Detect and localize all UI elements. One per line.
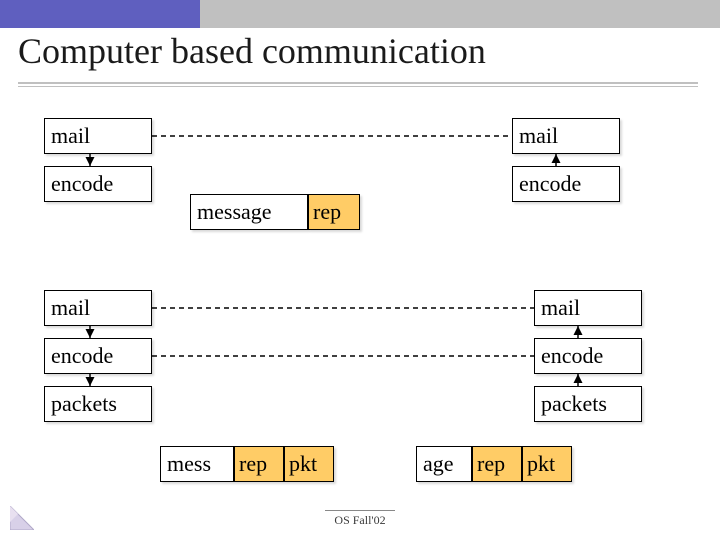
footer-text: OS Fall'02: [334, 513, 385, 527]
corner-fold-icon: [10, 506, 34, 530]
node-pkt_bot2: pkt: [522, 446, 572, 482]
diagram-edges: [0, 0, 720, 540]
node-packets_bl: packets: [44, 386, 152, 422]
footer: OS Fall'02: [0, 510, 720, 528]
node-mess_bot: mess: [160, 446, 234, 482]
node-mail_bl: mail: [44, 290, 152, 326]
title-underline-1: [18, 82, 698, 84]
node-age_bot: age: [416, 446, 472, 482]
node-encode_br: encode: [534, 338, 642, 374]
node-rep_mid: rep: [308, 194, 360, 230]
node-mail_br: mail: [534, 290, 642, 326]
node-mail_tl: mail: [44, 118, 152, 154]
node-encode_bl: encode: [44, 338, 152, 374]
node-packets_br: packets: [534, 386, 642, 422]
topbar: [0, 0, 720, 28]
node-encode_tl: encode: [44, 166, 152, 202]
node-pkt_bot1: pkt: [284, 446, 334, 482]
node-rep_bot1: rep: [234, 446, 284, 482]
node-rep_bot2: rep: [472, 446, 522, 482]
title-underline-2: [18, 86, 698, 87]
node-mail_tr: mail: [512, 118, 620, 154]
node-encode_tr: encode: [512, 166, 620, 202]
node-msg_mid: message: [190, 194, 308, 230]
page-title: Computer based communication: [18, 30, 486, 72]
